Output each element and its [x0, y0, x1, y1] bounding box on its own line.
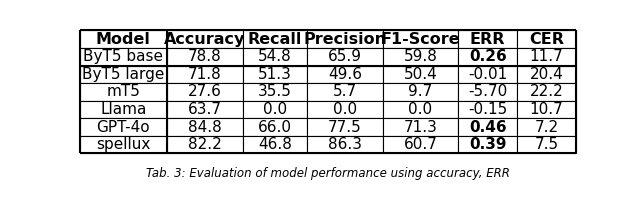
Text: Tab. 3: Evaluation of model performance using accuracy, ERR: Tab. 3: Evaluation of model performance … [146, 167, 510, 180]
